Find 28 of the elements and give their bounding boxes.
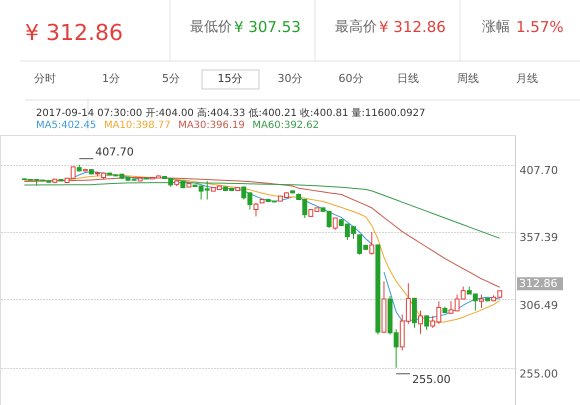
text: 15分 <box>218 72 242 85</box>
text: 60分 <box>338 72 364 85</box>
annotation: 255.00 <box>412 372 451 386</box>
text: ¥ 312.86 <box>25 21 123 46</box>
y-tick-label: 306.49 <box>520 298 558 312</box>
text: MA10:398.77 <box>104 120 171 131</box>
annotation: 407.70 <box>95 146 134 159</box>
text: ¥ 307.53 <box>234 18 301 36</box>
text: MA30:396.19 <box>178 120 245 131</box>
text: 1.57% <box>516 18 564 36</box>
text: 分时 <box>34 72 56 85</box>
y-tick-label: 255.00 <box>520 367 558 380</box>
text: 最低价 <box>190 19 232 35</box>
text: 1分 <box>102 72 120 85</box>
text: 涨幅 <box>482 19 510 35</box>
text: ¥ 312.86 <box>379 18 446 36</box>
text: 312.86 <box>519 276 558 290</box>
text: MA60:392.62 <box>252 120 319 131</box>
text: 2017-09-14 07:30:00 开:404.00 高:404.33 低:400.21 收:400.81 量:11600.0927 <box>36 107 426 119</box>
text: 日线 <box>397 72 419 85</box>
y-tick-label: 407.70 <box>520 164 558 178</box>
text: 周线 <box>457 72 479 85</box>
text: MA5:402.45 <box>36 120 96 131</box>
text: 5分 <box>162 72 180 85</box>
text: 月线 <box>516 72 538 85</box>
text: 30分 <box>278 72 302 85</box>
y-tick-label: 357.39 <box>520 231 558 244</box>
text: 最高价 <box>335 19 377 35</box>
